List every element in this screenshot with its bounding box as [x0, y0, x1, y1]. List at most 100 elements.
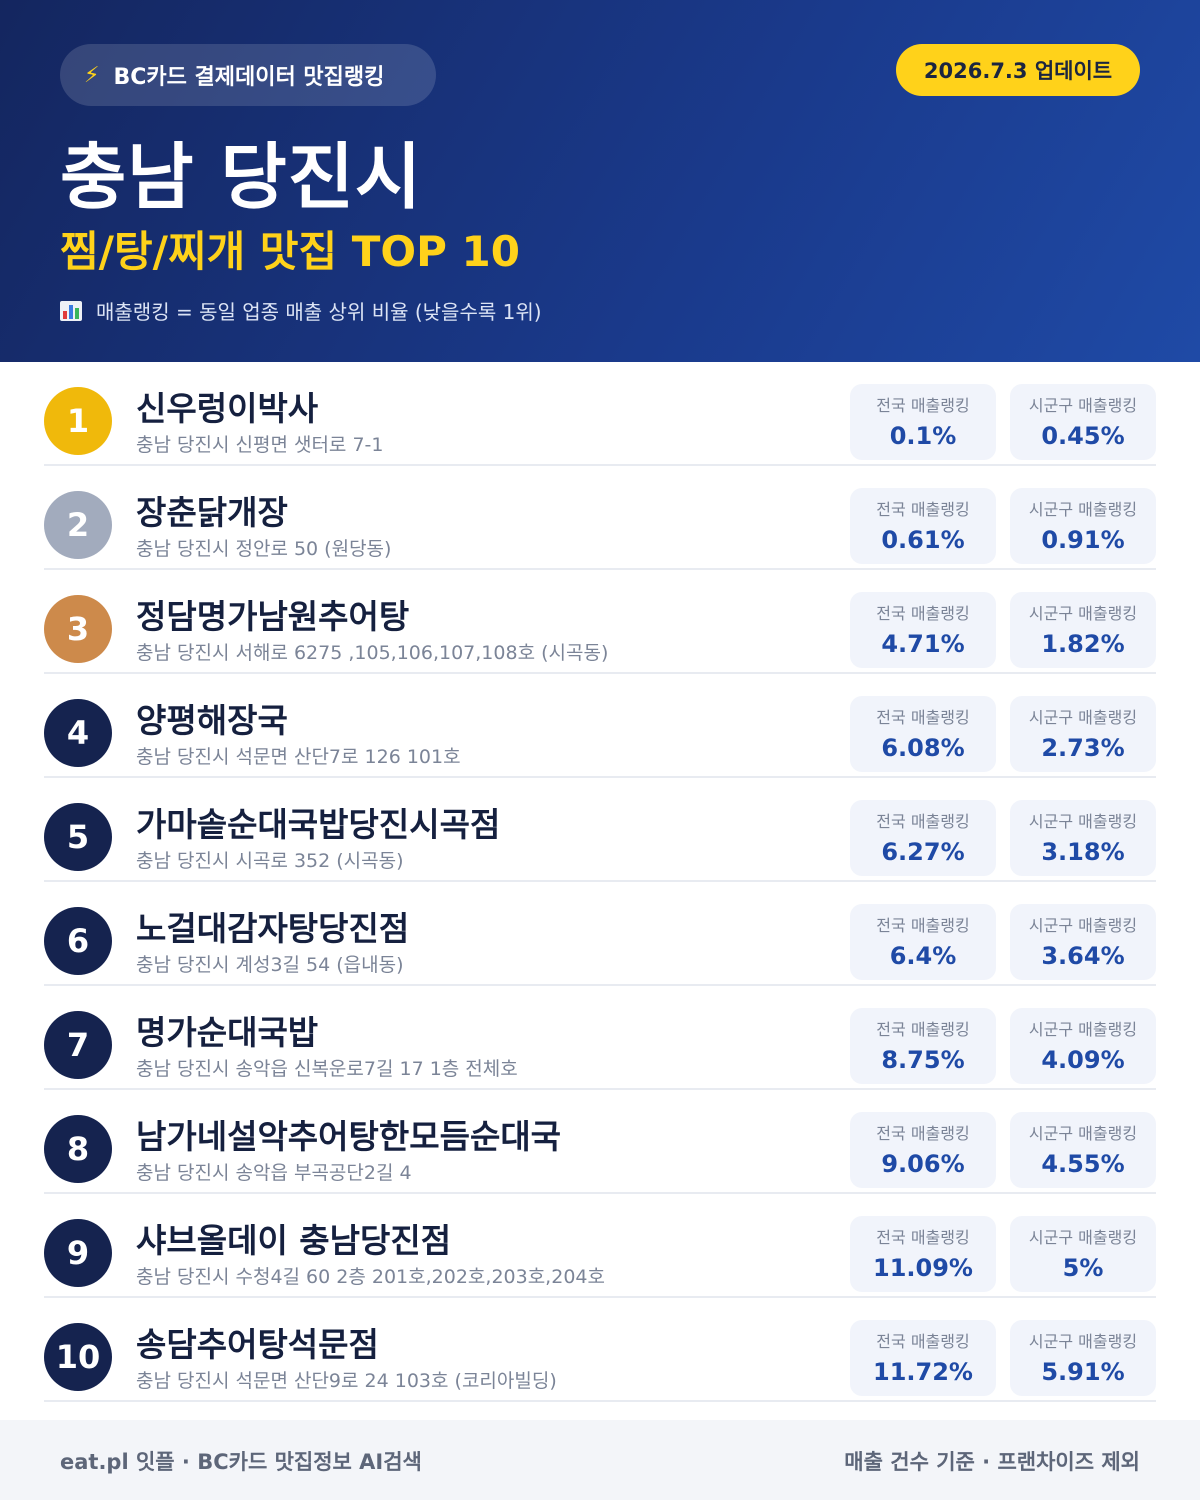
restaurant-address: 충남 당진시 시곡로 352 (시곡동): [136, 850, 404, 872]
rank-badge: 10: [44, 1323, 112, 1391]
restaurant-name: 가마솥순대국밥당진시곡점: [136, 805, 501, 844]
local-ranking-box: 시군구 매출랭킹 2.73%: [1010, 696, 1156, 772]
national-ranking-value: 0.1%: [889, 422, 957, 450]
national-ranking-value: 6.08%: [881, 734, 965, 762]
list-item[interactable]: 3 정담명가남원추어탕 충남 당진시 서해로 6275 ,105,106,107…: [44, 570, 1156, 674]
list-item[interactable]: 2 장춘닭개장 충남 당진시 정안로 50 (원당동) 전국 매출랭킹 0.61…: [44, 466, 1156, 570]
rank-badge: 3: [44, 595, 112, 663]
local-ranking-value: 5%: [1062, 1254, 1104, 1282]
local-ranking-box: 시군구 매출랭킹 5.91%: [1010, 1320, 1156, 1396]
list-item[interactable]: 10 송담추어탕석문점 충남 당진시 석문면 산단9로 24 103호 (코리아…: [44, 1298, 1156, 1402]
footer-source: eat.pl 잇플 · BC카드 맛집정보 AI검색: [60, 1450, 422, 1474]
local-ranking-label: 시군구 매출랭킹: [1028, 916, 1138, 935]
national-ranking-box: 전국 매출랭킹 11.09%: [850, 1216, 996, 1292]
national-ranking-box: 전국 매출랭킹 8.75%: [850, 1008, 996, 1084]
restaurant-list: 1 신우렁이박사 충남 당진시 신평면 샛터로 7-1 전국 매출랭킹 0.1%…: [44, 362, 1156, 1402]
restaurant-name: 남가네설악추어탕한모듬순대국: [136, 1117, 562, 1156]
national-ranking-box: 전국 매출랭킹 4.71%: [850, 592, 996, 668]
local-ranking-value: 0.91%: [1041, 526, 1125, 554]
national-ranking-value: 6.4%: [889, 942, 957, 970]
list-item[interactable]: 9 샤브올데이 충남당진점 충남 당진시 수청4길 60 2층 201호,202…: [44, 1194, 1156, 1298]
list-item[interactable]: 6 노걸대감자탕당진점 충남 당진시 계성3길 54 (읍내동) 전국 매출랭킹…: [44, 882, 1156, 986]
national-ranking-value: 6.27%: [881, 838, 965, 866]
national-ranking-box: 전국 매출랭킹 0.61%: [850, 488, 996, 564]
list-item[interactable]: 4 양평해장국 충남 당진시 석문면 산단7로 126 101호 전국 매출랭킹…: [44, 674, 1156, 778]
page-title: 충남 당진시: [60, 135, 423, 219]
restaurant-address: 충남 당진시 석문면 산단9로 24 103호 (코리아빌딩): [136, 1370, 557, 1392]
restaurant-name: 샤브올데이 충남당진점: [136, 1221, 452, 1260]
local-ranking-label: 시군구 매출랭킹: [1028, 500, 1138, 519]
national-ranking-value: 11.72%: [873, 1358, 973, 1386]
restaurant-address: 충남 당진시 송악읍 신복운로7길 17 1층 전체호: [136, 1058, 518, 1080]
national-ranking-label: 전국 매출랭킹: [876, 1332, 970, 1351]
local-ranking-label: 시군구 매출랭킹: [1028, 1020, 1138, 1039]
national-ranking-label: 전국 매출랭킹: [876, 708, 970, 727]
local-ranking-label: 시군구 매출랭킹: [1028, 1124, 1138, 1143]
restaurant-address: 충남 당진시 석문면 산단7로 126 101호: [136, 746, 461, 768]
national-ranking-label: 전국 매출랭킹: [876, 1228, 970, 1247]
restaurant-address: 충남 당진시 신평면 샛터로 7-1: [136, 434, 384, 456]
local-ranking-box: 시군구 매출랭킹 5%: [1010, 1216, 1156, 1292]
national-ranking-box: 전국 매출랭킹 6.08%: [850, 696, 996, 772]
national-ranking-value: 4.71%: [881, 630, 965, 658]
national-ranking-label: 전국 매출랭킹: [876, 812, 970, 831]
list-item[interactable]: 7 명가순대국밥 충남 당진시 송악읍 신복운로7길 17 1층 전체호 전국 …: [44, 986, 1156, 1090]
ranking-note-text: 매출랭킹 = 동일 업종 매출 상위 비율 (낮을수록 1위): [96, 300, 542, 324]
restaurant-name: 정담명가남원추어탕: [136, 597, 410, 636]
list-item[interactable]: 8 남가네설악추어탕한모듬순대국 충남 당진시 송악읍 부곡공단2길 4 전국 …: [44, 1090, 1156, 1194]
rank-badge: 5: [44, 803, 112, 871]
update-badge: 2026.7.3 업데이트: [896, 44, 1140, 96]
national-ranking-box: 전국 매출랭킹 0.1%: [850, 384, 996, 460]
header-banner: ⚡ BC카드 결제데이터 맛집랭킹 2026.7.3 업데이트 충남 당진시 찜…: [0, 0, 1200, 362]
list-item[interactable]: 5 가마솥순대국밥당진시곡점 충남 당진시 시곡로 352 (시곡동) 전국 매…: [44, 778, 1156, 882]
rank-badge: 6: [44, 907, 112, 975]
footer-criteria: 매출 건수 기준 · 프랜차이즈 제외: [844, 1450, 1140, 1474]
local-ranking-value: 4.55%: [1041, 1150, 1125, 1178]
local-ranking-label: 시군구 매출랭킹: [1028, 1228, 1138, 1247]
national-ranking-box: 전국 매출랭킹 9.06%: [850, 1112, 996, 1188]
local-ranking-label: 시군구 매출랭킹: [1028, 1332, 1138, 1351]
national-ranking-value: 8.75%: [881, 1046, 965, 1074]
local-ranking-label: 시군구 매출랭킹: [1028, 604, 1138, 623]
rank-badge: 2: [44, 491, 112, 559]
local-ranking-value: 4.09%: [1041, 1046, 1125, 1074]
local-ranking-box: 시군구 매출랭킹 3.18%: [1010, 800, 1156, 876]
restaurant-address: 충남 당진시 송악읍 부곡공단2길 4: [136, 1162, 412, 1184]
local-ranking-box: 시군구 매출랭킹 0.91%: [1010, 488, 1156, 564]
list-item[interactable]: 1 신우렁이박사 충남 당진시 신평면 샛터로 7-1 전국 매출랭킹 0.1%…: [44, 362, 1156, 466]
national-ranking-value: 0.61%: [881, 526, 965, 554]
local-ranking-box: 시군구 매출랭킹 1.82%: [1010, 592, 1156, 668]
restaurant-name: 신우렁이박사: [136, 389, 319, 428]
rank-badge: 7: [44, 1011, 112, 1079]
bar-chart-icon: [60, 300, 82, 321]
rank-badge: 9: [44, 1219, 112, 1287]
local-ranking-value: 3.64%: [1041, 942, 1125, 970]
local-ranking-box: 시군구 매출랭킹 3.64%: [1010, 904, 1156, 980]
national-ranking-box: 전국 매출랭킹 11.72%: [850, 1320, 996, 1396]
national-ranking-label: 전국 매출랭킹: [876, 500, 970, 519]
local-ranking-value: 1.82%: [1041, 630, 1125, 658]
brand-pill: ⚡ BC카드 결제데이터 맛집랭킹: [60, 44, 436, 106]
page-subtitle: 찜/탕/찌개 맛집 TOP 10: [60, 227, 520, 276]
rank-badge: 4: [44, 699, 112, 767]
footer: eat.pl 잇플 · BC카드 맛집정보 AI검색 매출 건수 기준 · 프랜…: [0, 1420, 1200, 1500]
restaurant-address: 충남 당진시 정안로 50 (원당동): [136, 538, 392, 560]
restaurant-name: 노걸대감자탕당진점: [136, 909, 410, 948]
national-ranking-label: 전국 매출랭킹: [876, 1124, 970, 1143]
restaurant-name: 양평해장국: [136, 701, 288, 740]
local-ranking-label: 시군구 매출랭킹: [1028, 708, 1138, 727]
national-ranking-label: 전국 매출랭킹: [876, 604, 970, 623]
local-ranking-value: 3.18%: [1041, 838, 1125, 866]
restaurant-address: 충남 당진시 수청4길 60 2층 201호,202호,203호,204호: [136, 1266, 605, 1288]
restaurant-name: 명가순대국밥: [136, 1013, 319, 1052]
local-ranking-value: 2.73%: [1041, 734, 1125, 762]
local-ranking-box: 시군구 매출랭킹 0.45%: [1010, 384, 1156, 460]
local-ranking-value: 0.45%: [1041, 422, 1125, 450]
national-ranking-label: 전국 매출랭킹: [876, 916, 970, 935]
national-ranking-value: 9.06%: [881, 1150, 965, 1178]
local-ranking-box: 시군구 매출랭킹 4.55%: [1010, 1112, 1156, 1188]
national-ranking-value: 11.09%: [873, 1254, 973, 1282]
restaurant-address: 충남 당진시 서해로 6275 ,105,106,107,108호 (시곡동): [136, 642, 609, 664]
rank-badge: 1: [44, 387, 112, 455]
national-ranking-box: 전국 매출랭킹 6.27%: [850, 800, 996, 876]
